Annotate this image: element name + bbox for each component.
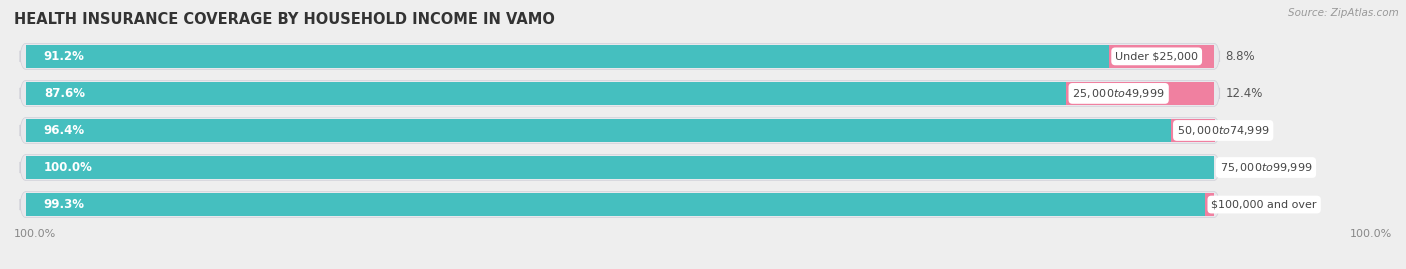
Bar	[1067, 82, 1213, 105]
Bar	[1171, 119, 1215, 142]
Text: 100.0%: 100.0%	[14, 229, 56, 239]
Text: 12.4%: 12.4%	[1226, 87, 1263, 100]
Bar	[25, 193, 1205, 216]
FancyBboxPatch shape	[20, 192, 1220, 218]
FancyBboxPatch shape	[20, 80, 1220, 106]
Bar	[1205, 193, 1213, 216]
Bar	[25, 119, 1171, 142]
Bar	[25, 82, 1067, 105]
Text: 100.0%: 100.0%	[44, 161, 93, 174]
Text: 91.2%: 91.2%	[44, 50, 84, 63]
Text: 0.72%: 0.72%	[1226, 198, 1263, 211]
Text: 99.3%: 99.3%	[44, 198, 84, 211]
Text: 8.8%: 8.8%	[1226, 50, 1256, 63]
Text: $75,000 to $99,999: $75,000 to $99,999	[1220, 161, 1312, 174]
Text: $25,000 to $49,999: $25,000 to $49,999	[1073, 87, 1166, 100]
Text: Under $25,000: Under $25,000	[1115, 51, 1198, 61]
Text: $50,000 to $74,999: $50,000 to $74,999	[1177, 124, 1270, 137]
FancyBboxPatch shape	[20, 118, 1220, 143]
Text: $100,000 and over: $100,000 and over	[1212, 200, 1317, 210]
Bar	[25, 156, 1213, 179]
Text: 100.0%: 100.0%	[1350, 229, 1392, 239]
Text: 3.7%: 3.7%	[1227, 124, 1257, 137]
Text: 0.0%: 0.0%	[1226, 161, 1256, 174]
Text: 87.6%: 87.6%	[44, 87, 84, 100]
Text: Source: ZipAtlas.com: Source: ZipAtlas.com	[1288, 8, 1399, 18]
Bar	[1109, 45, 1213, 68]
Bar	[25, 45, 1109, 68]
Text: 96.4%: 96.4%	[44, 124, 84, 137]
Text: HEALTH INSURANCE COVERAGE BY HOUSEHOLD INCOME IN VAMO: HEALTH INSURANCE COVERAGE BY HOUSEHOLD I…	[14, 12, 555, 27]
FancyBboxPatch shape	[20, 43, 1220, 69]
FancyBboxPatch shape	[20, 155, 1220, 180]
